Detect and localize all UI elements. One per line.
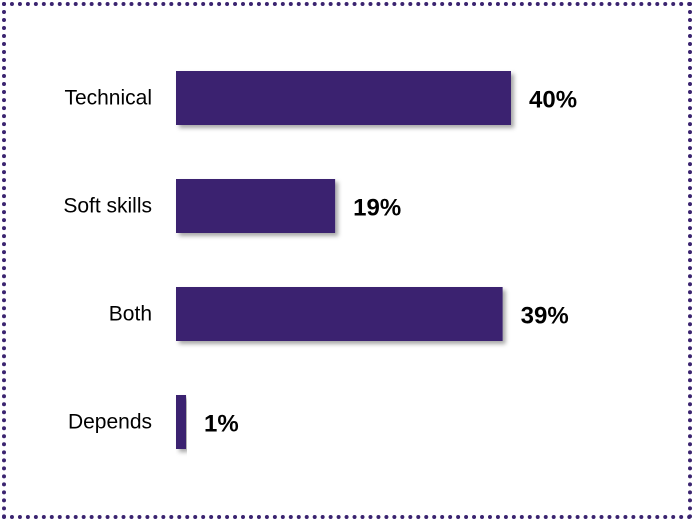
value-label-technical: 40%: [529, 87, 577, 114]
value-label-soft-skills: 19%: [353, 195, 401, 222]
bar-both: [176, 287, 503, 341]
chart-frame: [2, 2, 692, 519]
bar-depends: [176, 395, 186, 449]
value-label-depends: 1%: [204, 411, 239, 438]
category-label-soft-skills: Soft skills: [63, 195, 152, 218]
category-label-depends: Depends: [68, 411, 152, 434]
bars-layer: [176, 71, 511, 449]
value-label-both: 39%: [521, 303, 569, 330]
bar-soft-skills: [176, 179, 336, 233]
category-label-technical: Technical: [64, 87, 152, 110]
bar-technical: [176, 71, 511, 125]
labels-layer: Technical 40% Soft skills 19% Both 39% Depends…: [63, 87, 577, 438]
category-label-both: Both: [109, 303, 152, 326]
